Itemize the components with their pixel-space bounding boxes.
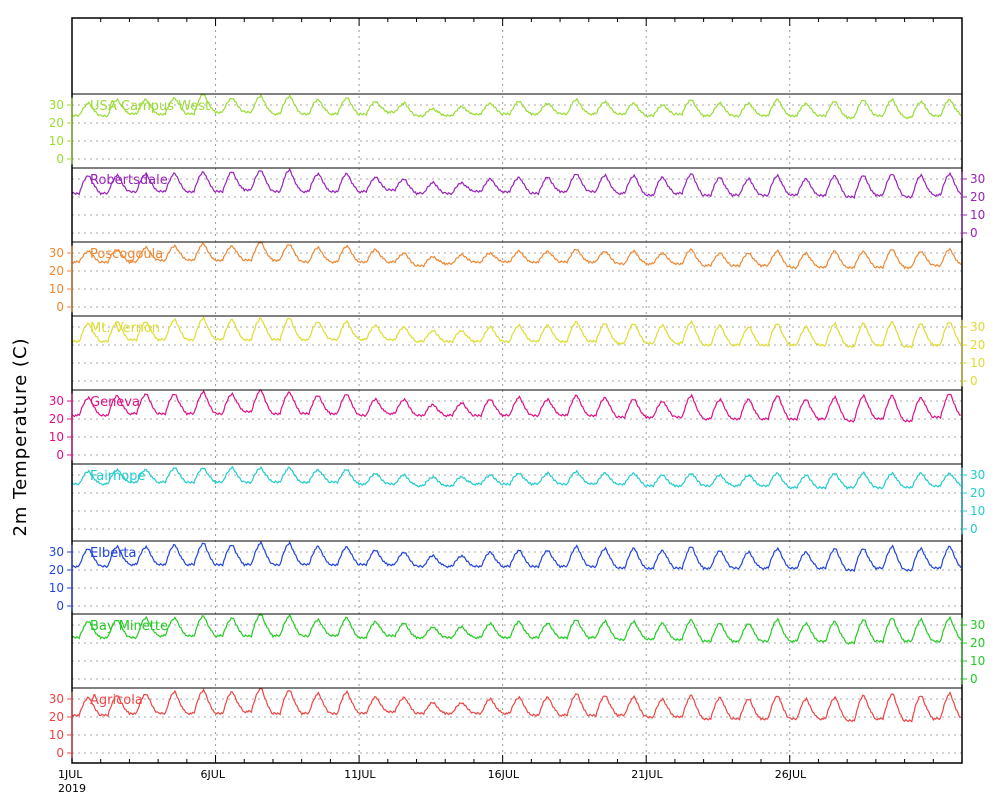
series-line	[71, 316, 961, 349]
y-tick-label: 10	[970, 208, 985, 222]
series-label: Geneva	[90, 395, 140, 410]
y-tick-label: 10	[970, 356, 985, 370]
y-tick-label: 30	[970, 172, 985, 186]
y-tick-label: 0	[56, 300, 64, 314]
series-line	[71, 465, 962, 490]
axis-layer	[67, 17, 967, 764]
y-tick-label: 10	[970, 654, 985, 668]
y-tick-label: 10	[49, 282, 64, 296]
y-tick-label: 0	[970, 226, 978, 240]
y-tick-label: 30	[49, 394, 64, 408]
series-label: Mt. Vernon	[90, 321, 160, 336]
y-tick-label: 0	[56, 599, 64, 613]
y-tick-label: 0	[970, 522, 978, 536]
series-label: Poscogoula	[90, 247, 163, 262]
x-tick-label: 11JUL	[344, 768, 376, 781]
label-layer: 1JUL 6JUL 11JUL 16JUL 21JUL 26JUL 2019 0 10 20 30 U…	[49, 98, 986, 795]
y-tick-label: 10	[970, 504, 985, 518]
series-label: Robertsdale	[90, 173, 168, 188]
x-tick-label: 16JUL	[488, 768, 520, 781]
x-tick-label: 1JUL	[58, 768, 83, 781]
y-tick-label: 20	[49, 563, 64, 577]
series-label: Agricola	[90, 693, 143, 708]
x-tick-label: 26JUL	[775, 768, 807, 781]
series-label: Bay Minette	[90, 619, 168, 634]
y-tick-label: 20	[49, 264, 64, 278]
x-tick-label: 21JUL	[631, 768, 663, 781]
x-axis-year-label: 2019	[58, 782, 86, 795]
y-tick-label: 0	[970, 374, 978, 388]
y-tick-label: 20	[970, 636, 985, 650]
y-tick-label: 0	[56, 448, 64, 462]
x-tick-label: 6JUL	[201, 768, 226, 781]
y-tick-label: 10	[49, 430, 64, 444]
y-tick-label: 10	[49, 728, 64, 742]
y-tick-label: 0	[56, 746, 64, 760]
y-tick-label: 30	[49, 692, 64, 706]
y-tick-label: 30	[49, 246, 64, 260]
y-tick-label: 10	[49, 134, 64, 148]
y-tick-label: 20	[970, 338, 985, 352]
series-label: Fairhope	[90, 469, 145, 484]
y-tick-label: 0	[970, 672, 978, 686]
series-line	[71, 167, 962, 199]
y-tick-label: 30	[970, 618, 985, 632]
y-tick-label: 20	[49, 412, 64, 426]
series-label: USA Campus West	[90, 99, 210, 114]
y-tick-label: 10	[49, 581, 64, 595]
y-tick-label: 0	[56, 152, 64, 166]
y-tick-label: 30	[970, 320, 985, 334]
series-line	[71, 241, 962, 270]
series-line	[71, 687, 961, 723]
y-tick-label: 30	[970, 468, 985, 482]
y-axis-title: 2m Temperature (C)	[10, 337, 31, 536]
y-tick-label: 30	[49, 545, 64, 559]
y-tick-label: 20	[970, 190, 985, 204]
y-tick-label: 20	[49, 116, 64, 130]
series-line	[71, 540, 962, 573]
series-line	[71, 613, 962, 645]
series-label: Elberta	[90, 546, 136, 561]
y-tick-label: 20	[49, 710, 64, 724]
series-line	[71, 389, 961, 423]
series-line	[71, 93, 962, 120]
y-tick-label: 30	[49, 98, 64, 112]
y-tick-label: 20	[970, 486, 985, 500]
series-layer	[71, 93, 962, 723]
